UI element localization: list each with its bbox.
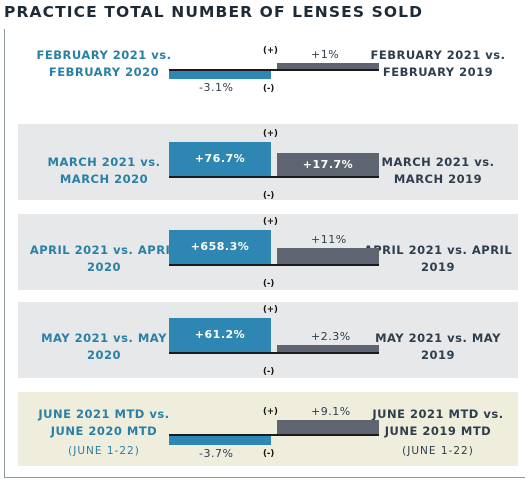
bar-plot: +61.2% +2.3% (+) (-) [169,302,379,378]
label-vs-2019: APRIL 2021 vs. APRIL 2019 [358,242,518,276]
bar-plot: +658.3% +11% (+) (-) [169,214,379,290]
label-vs-2020-text: JUNE 2021 MTD vs. JUNE 2020 MTD [38,407,170,438]
value-label-vs-2019: +2.3% [311,330,351,343]
minus-marker: (-) [263,449,275,459]
label-vs-2020: MARCH 2021 vs. MARCH 2020 [24,154,184,188]
label-vs-2020: JUNE 2021 MTD vs. JUNE 2020 MTD (JUNE 1-2… [24,406,184,460]
label-vs-2019: MARCH 2021 vs. MARCH 2019 [358,154,518,188]
chart-frame [4,29,525,478]
plus-marker: (+) [263,217,278,227]
comparison-row: FEBRUARY 2021 vs. FEBRUARY 2020 FEBRUARY … [18,33,518,107]
zero-axis [169,69,379,71]
chart-title: PRACTICE TOTAL NUMBER OF LENSES SOLD [4,3,424,21]
zero-axis [169,352,379,354]
comparison-row: JUNE 2021 MTD vs. JUNE 2020 MTD (JUNE 1-2… [18,392,518,466]
label-vs-2019-text: APRIL 2021 vs. APRIL 2019 [363,243,513,274]
bar-vs-2019 [277,248,379,264]
plus-marker: (+) [263,129,278,139]
bar-plot: -3.1% +1% (+) (-) [169,33,379,107]
label-vs-2020-text: MAY 2021 vs. MAY 2020 [41,331,167,362]
bar-plot: +76.7% +17.7% (+) (-) [169,124,379,201]
label-vs-2020-text: MARCH 2021 vs. MARCH 2020 [47,155,161,186]
value-label-vs-2020: +658.3% [190,240,250,253]
value-label-vs-2020: +61.2% [194,328,246,341]
value-label-vs-2019: +9.1% [311,405,351,418]
label-vs-2020-sub: (JUNE 1-22) [68,445,140,457]
bar-vs-2019 [277,420,379,434]
value-label-vs-2019: +11% [311,233,347,246]
label-vs-2020-text: FEBRUARY 2021 vs. FEBRUARY 2020 [36,48,172,79]
label-vs-2019-text: MAY 2021 vs. MAY 2019 [375,331,501,362]
label-vs-2019-text: FEBRUARY 2021 vs. FEBRUARY 2019 [370,48,506,79]
bar-vs-2020 [169,318,271,352]
label-vs-2020: MAY 2021 vs. MAY 2020 [24,330,184,364]
bar-vs-2019 [277,153,379,176]
minus-marker: (-) [263,84,275,94]
value-label-vs-2020: +76.7% [194,152,246,165]
plus-marker: (+) [263,305,278,315]
bar-vs-2020 [169,436,271,445]
value-label-vs-2020: -3.1% [199,81,234,94]
zero-axis [169,176,379,178]
bar-vs-2020 [169,71,271,79]
value-label-vs-2020: -3.7% [199,447,234,460]
value-label-vs-2019: +17.7% [302,157,354,171]
comparison-row: MARCH 2021 vs. MARCH 2020 MARCH 2021 vs. … [18,124,518,201]
minus-marker: (-) [263,279,275,289]
label-vs-2020-text: APRIL 2021 vs. APRIL 2020 [29,243,179,274]
label-vs-2019: JUNE 2021 MTD vs. JUNE 2019 MTD (JUNE 1-2… [358,406,518,460]
minus-marker: (-) [263,367,275,377]
bar-vs-2019 [277,63,379,69]
label-vs-2019: MAY 2021 vs. MAY 2019 [358,330,518,364]
label-vs-2019-text: MARCH 2021 vs. MARCH 2019 [381,155,495,186]
value-label-vs-2019: +1% [311,48,340,61]
plus-marker: (+) [263,407,278,417]
bar-vs-2019 [277,345,379,352]
comparison-row: MAY 2021 vs. MAY 2020 MAY 2021 vs. MAY 20… [18,302,518,378]
minus-marker: (-) [263,191,275,201]
label-vs-2020: FEBRUARY 2021 vs. FEBRUARY 2020 [24,47,184,81]
zero-axis [169,434,379,436]
label-vs-2019-sub: (JUNE 1-22) [402,445,474,457]
label-vs-2019-text: JUNE 2021 MTD vs. JUNE 2019 MTD [372,407,504,438]
label-vs-2020: APRIL 2021 vs. APRIL 2020 [24,242,184,276]
zero-axis [169,264,379,266]
bar-plot: -3.7% +9.1% (+) (-) [169,392,379,466]
bar-vs-2020 [169,230,271,264]
label-vs-2019: FEBRUARY 2021 vs. FEBRUARY 2019 [358,47,518,81]
plus-marker: (+) [263,46,278,56]
comparison-row: APRIL 2021 vs. APRIL 2020 APRIL 2021 vs. … [18,214,518,290]
bar-vs-2020 [169,142,271,176]
